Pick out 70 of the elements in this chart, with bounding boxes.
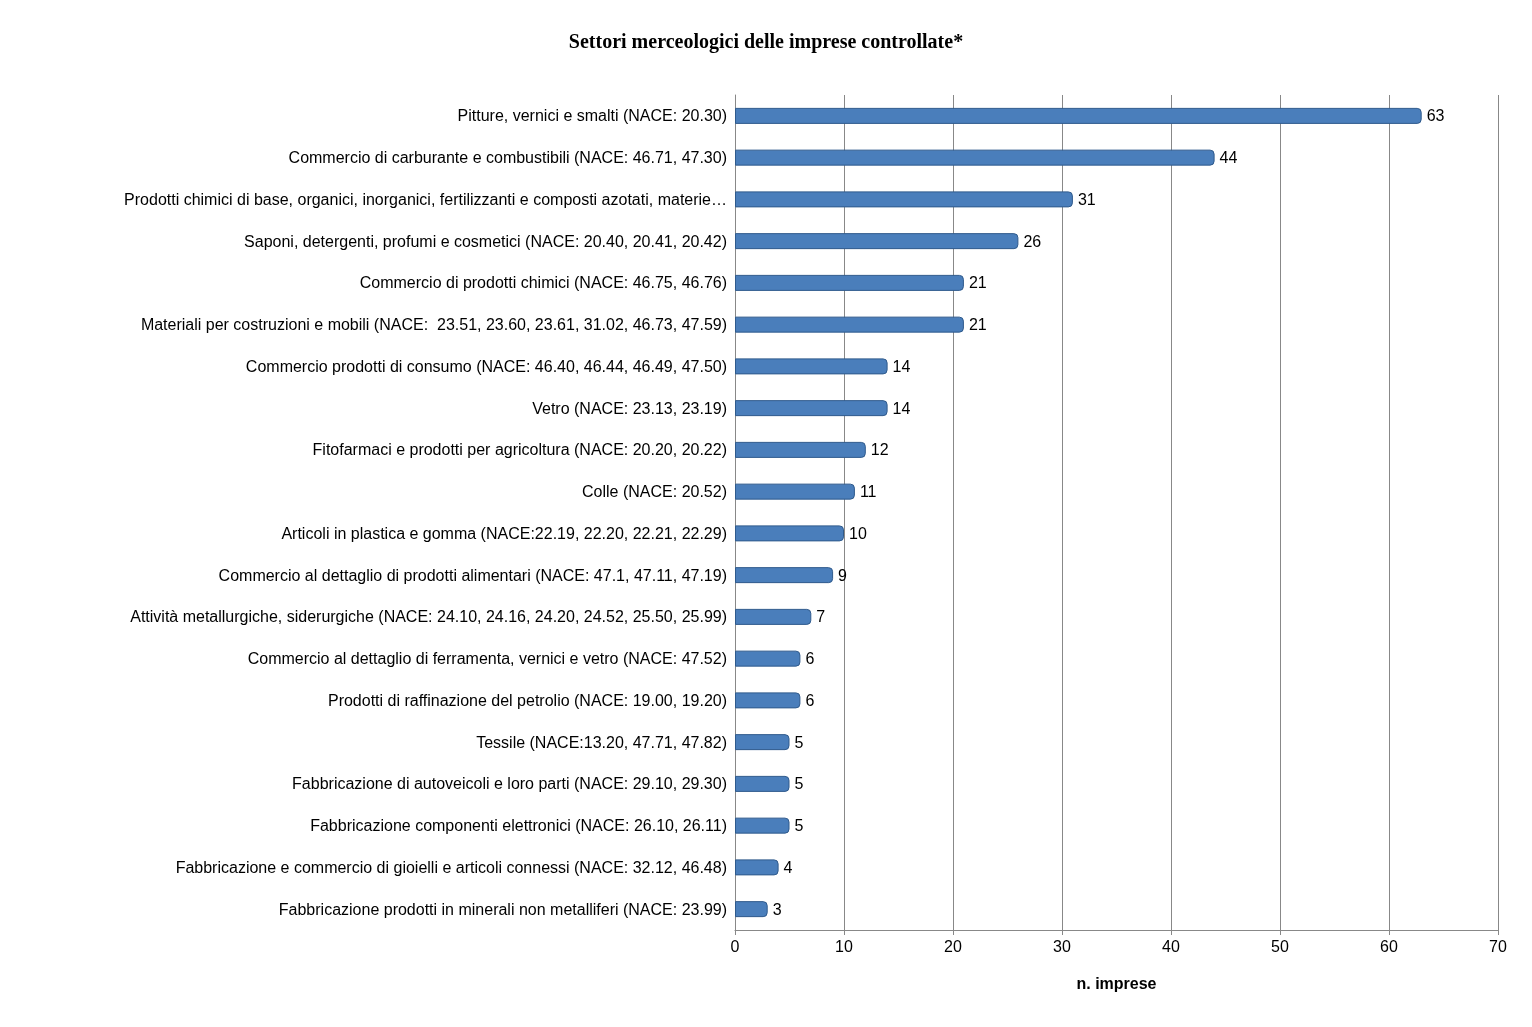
data-label: 21 (968, 316, 987, 334)
y-tick-label: Fabbricazione di autoveicoli e loro parti (NACE: 29.10, 29.30) (292, 775, 727, 793)
bar (735, 149, 1215, 166)
y-tick-label: Articoli in plastica e gomma (NACE:22.19, 22.20, 22.21, 22.29) (281, 524, 727, 542)
y-tick-label: Saponi, detergenti, profumi e cosmetici (NACE: 20.40, 20.41, 20.42) (244, 232, 727, 250)
data-label: 31 (1077, 190, 1096, 208)
bar (735, 775, 790, 792)
y-tick-label: Pitture, vernici e smalti (NACE: 20.30) (457, 107, 727, 125)
y-tick-label: Commercio prodotti di consumo (NACE: 46.40, 46.44, 46.49, 47.50) (245, 357, 727, 375)
y-tick-label: Fabbricazione componenti elettronici (NACE: 26.10, 26.11) (310, 817, 727, 835)
data-label: 6 (805, 691, 815, 709)
data-label: 14 (892, 357, 911, 375)
y-tick-label: Vetro (NACE: 23.13, 23.19) (532, 399, 727, 417)
bar (735, 191, 1073, 208)
x-tick-label: 50 (1271, 937, 1289, 955)
bar (735, 901, 768, 918)
x-tick-label: 10 (835, 937, 853, 955)
y-tick-label: Attività metallurgiche, siderurgiche (NACE: 24.10, 24.16, 24.20, 24.52, 25.50, 25.99) (130, 608, 727, 626)
x-tick-label: 0 (730, 937, 740, 955)
data-label: 7 (816, 608, 826, 626)
data-label: 44 (1219, 149, 1238, 167)
x-tick-label: 70 (1489, 937, 1507, 955)
data-label: 12 (870, 441, 889, 459)
y-tick-label: Commercio di carburante e combustibili (NACE: 46.71, 47.30) (288, 149, 727, 167)
y-tick-label: Tessile (NACE:13.20, 47.71, 47.82) (476, 733, 727, 751)
data-label: 14 (892, 399, 911, 417)
y-tick-label: Fabbricazione e commercio di gioielli e articoli connessi (NACE: 32.12, 46.48) (175, 858, 727, 876)
y-tick-label: Prodotti di raffinazione del petrolio (NACE: 19.00, 19.20) (327, 691, 727, 709)
y-tick-label: Prodotti chimici di base, organici, inorganici, fertilizzanti e composti azotati, materie… (124, 190, 727, 208)
data-label: 63 (1426, 107, 1445, 125)
x-tick-label: 30 (1053, 937, 1071, 955)
x-tick-label: 40 (1162, 937, 1180, 955)
data-label: 5 (794, 775, 804, 793)
data-label: 11 (859, 483, 877, 501)
y-tick-label: Colle (NACE: 20.52) (582, 483, 727, 501)
bar (735, 400, 888, 417)
bar (735, 316, 964, 333)
bar (735, 567, 834, 584)
data-label: 5 (794, 733, 804, 751)
y-tick-label: Commercio di prodotti chimici (NACE: 46.75, 46.76) (359, 274, 727, 292)
y-tick-label: Commercio al dettaglio di prodotti alimentari (NACE: 47.1, 47.11, 47.19) (218, 566, 727, 584)
data-label: 6 (805, 650, 815, 668)
x-tick-label: 20 (944, 937, 962, 955)
bar (735, 233, 1019, 250)
data-label: 9 (838, 566, 848, 584)
data-label: 3 (772, 900, 782, 918)
data-label: 4 (783, 858, 793, 876)
bar (735, 692, 801, 709)
bar (735, 483, 855, 500)
bar (735, 817, 790, 834)
bar (735, 441, 866, 458)
bar (735, 859, 779, 876)
data-label: 21 (968, 274, 987, 292)
data-label: 10 (849, 524, 867, 542)
bar (735, 525, 844, 542)
bar (735, 608, 812, 625)
data-label: 5 (794, 817, 804, 835)
bar (735, 274, 964, 291)
bar (735, 107, 1422, 124)
y-tick-label: Fitofarmaci e prodotti per agricoltura (NACE: 20.20, 20.22) (312, 441, 727, 459)
bar (735, 734, 790, 751)
y-tick-label: Fabbricazione prodotti in minerali non metalliferi (NACE: 23.99) (278, 900, 727, 918)
y-tick-label: Commercio al dettaglio di ferramenta, vernici e vetro (NACE: 47.52) (247, 650, 727, 668)
chart-title: Settori merceologici delle imprese controllate* (568, 30, 964, 53)
x-axis-title: n. imprese (1076, 974, 1157, 992)
x-tick-label: 60 (1380, 937, 1398, 955)
bar (735, 358, 888, 375)
y-tick-label: Materiali per costruzioni e mobili (NACE: 23.51, 23.60, 23.61, 31.02, 46.73, 47.59) (140, 316, 727, 334)
data-label: 26 (1023, 232, 1042, 250)
bar (735, 650, 801, 667)
